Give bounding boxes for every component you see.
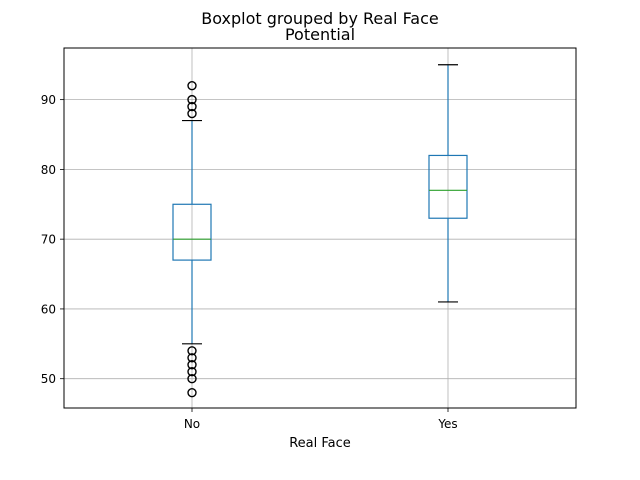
outlier-point [187,373,197,384]
outlier-point [187,360,197,370]
outlier-point [187,80,197,91]
outlier-point [187,387,197,398]
y-tick-label: 70 [41,233,56,247]
data-layer [172,64,468,398]
x-axis-label: Real Face [289,436,351,451]
y-tick-label: 90 [41,93,56,107]
chart-title: Boxplot grouped by Real Face [201,9,439,28]
y-tick-label: 80 [41,163,56,177]
outlier-point [187,367,197,377]
outlier-point [187,94,197,105]
chart-subtitle: Potential [285,25,355,44]
outlier-point [187,108,197,119]
box-iqr [172,203,212,261]
y-tick-label: 60 [41,302,56,316]
y-tick-label: 50 [41,372,56,386]
outlier-point [187,101,197,112]
plot-frame [63,47,577,409]
box-iqr [428,154,468,219]
axes-layer: 50 60 70 80 90 No Yes [41,47,577,431]
outlier-point [187,353,197,363]
x-tick-label: No [184,417,200,431]
outlier-point [187,346,197,356]
x-tick-label: Yes [437,417,457,431]
